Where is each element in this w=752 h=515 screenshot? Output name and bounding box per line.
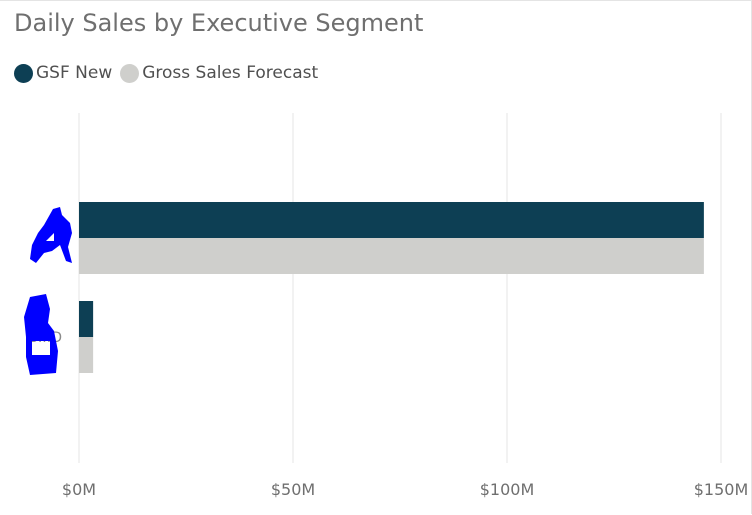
bar-gsf-new (79, 301, 94, 337)
legend-label-gsf-new: GSF New (36, 63, 113, 83)
x-tick-label: $0M (62, 480, 96, 499)
chart-title: Daily Sales by Executive Segment (14, 9, 424, 37)
legend-label-gross-sales-forecast: Gross Sales Forecast (142, 63, 319, 83)
bar-gross-sales-forecast (79, 238, 704, 274)
redaction-mark (30, 207, 72, 263)
x-tick-label: $100M (480, 480, 535, 499)
legend-item-gsf-new[interactable]: GSF New (14, 63, 112, 83)
redaction-mark (24, 294, 58, 375)
x-tick-label: $50M (271, 480, 315, 499)
bar-gross-sales-forecast (79, 337, 94, 373)
x-tick-label: $150M (694, 480, 749, 499)
legend-marker-gross-sales-forecast (120, 63, 140, 83)
chart-legend: GSF New Gross Sales Forecast (14, 63, 326, 83)
legend-marker-gsf-new (14, 63, 33, 83)
bar-gsf-new (79, 202, 704, 238)
legend-item-gross-sales-forecast[interactable]: Gross Sales Forecast (120, 63, 318, 83)
